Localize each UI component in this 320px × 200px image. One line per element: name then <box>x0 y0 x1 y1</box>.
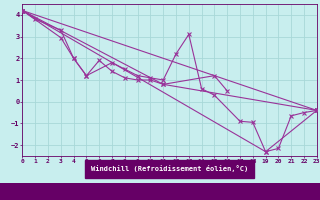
X-axis label: Windchill (Refroidissement éolien,°C): Windchill (Refroidissement éolien,°C) <box>91 165 248 172</box>
